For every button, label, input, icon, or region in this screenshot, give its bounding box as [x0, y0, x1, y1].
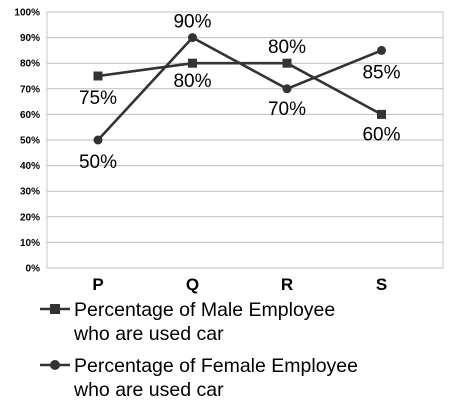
legend-label-female-line-2: who are used car: [74, 379, 224, 401]
y-tick-label: 60%: [20, 110, 40, 121]
data-point-female: [93, 135, 103, 145]
data-label-male: 80%: [268, 37, 306, 58]
y-tick-label: 90%: [20, 33, 40, 44]
series-lines: [93, 33, 386, 145]
square-marker-icon: [40, 304, 70, 314]
data-label-female: 50%: [79, 152, 117, 173]
data-point-male: [188, 58, 197, 68]
data-point-male: [377, 109, 386, 119]
y-tick-label: 20%: [20, 212, 40, 223]
y-tick-label: 40%: [20, 161, 40, 172]
data-point-female: [282, 84, 292, 94]
data-point-female: [188, 33, 197, 43]
x-tick-label: R: [281, 275, 293, 294]
data-labels: 75% 80% 80% 60% 50% 90% 70% 85%: [79, 12, 401, 173]
series-line-female: [97, 36, 382, 141]
y-tick-label: 30%: [20, 187, 40, 198]
circle-marker-icon: [40, 360, 70, 370]
x-tick-label: P: [92, 275, 103, 294]
data-label-male: 60%: [362, 124, 400, 145]
data-point-male: [282, 58, 292, 68]
data-point-female: [377, 45, 386, 55]
legend-label-male-line-1: Percentage of Male Employee: [74, 299, 336, 321]
legend-label-male-line-2: who are used car: [74, 323, 224, 345]
data-label-female: 70%: [268, 99, 306, 120]
y-tick-label: 10%: [20, 238, 40, 249]
y-tick-label: 80%: [20, 59, 40, 70]
legend-label-female: Percentage of Female Employee who are us…: [74, 354, 358, 402]
data-point-male: [93, 71, 103, 81]
y-axis-ticks: 0% 10% 20% 30% 40% 50% 60% 70% 80% 90% 100%: [14, 8, 40, 275]
data-label-female: 90%: [173, 12, 211, 33]
legend-label-male: Percentage of Male Employee who are used…: [74, 298, 335, 346]
y-tick-label: 100%: [14, 8, 40, 19]
legend-label-female-line-1: Percentage of Female Employee: [74, 355, 358, 377]
data-label-male: 80%: [173, 71, 211, 92]
y-tick-label: 70%: [20, 84, 40, 95]
y-tick-label: 50%: [20, 136, 40, 147]
data-label-female: 85%: [362, 62, 400, 83]
x-axis-ticks: P Q R S: [92, 275, 387, 294]
x-tick-label: S: [376, 275, 387, 294]
y-tick-label: 0%: [26, 264, 41, 275]
data-label-male: 75%: [79, 88, 117, 109]
x-tick-label: Q: [186, 275, 199, 294]
